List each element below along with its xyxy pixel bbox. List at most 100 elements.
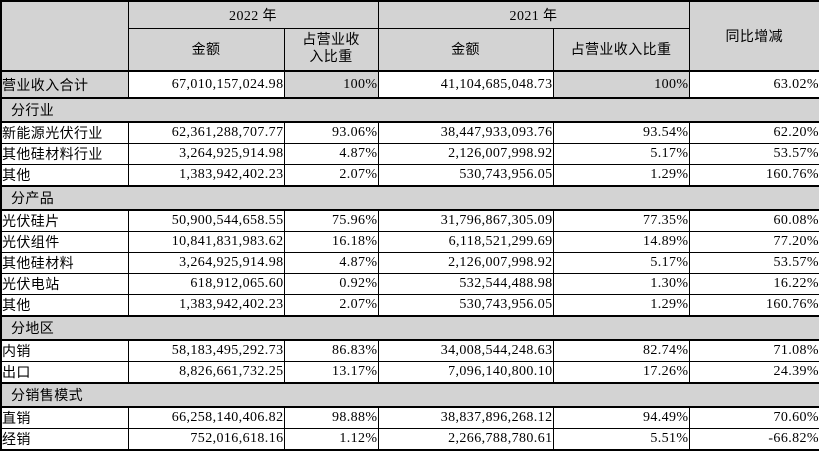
yoy-cell: 60.08%: [688, 209, 819, 232]
pct-2022-cell: 1.12%: [283, 428, 379, 451]
pct-2022-cell: 4.87%: [283, 143, 379, 165]
table-row: 营业收入合计 67,010,157,024.98 100% 41,104,685,04…: [0, 70, 819, 99]
section-label: 分销售模式: [0, 382, 819, 408]
section-label: 分产品: [0, 185, 819, 211]
pct-2021-cell: 77.35%: [552, 209, 690, 232]
amount-2022-cell: 8,826,661,732.25: [127, 361, 285, 384]
amount-2022-cell: 1,383,942,402.23: [127, 294, 285, 317]
row-label-cell: 光伏硅片: [0, 209, 129, 232]
amount-2022-cell: 618,912,065.60: [127, 273, 285, 295]
section-row: 分销售模式: [0, 382, 819, 408]
pct-2021-cell: 82.74%: [552, 339, 690, 362]
yoy-cell: 53.57%: [688, 252, 819, 274]
table-row: 新能源光伏行业 62,361,288,707.77 93.06% 38,447,933…: [0, 121, 819, 144]
row-label-cell: 新能源光伏行业: [0, 121, 129, 144]
yoy-cell: 70.60%: [688, 406, 819, 429]
row-label-cell: 光伏组件: [0, 231, 129, 253]
pct-2022-cell: 2.07%: [283, 164, 379, 187]
yoy-cell: 160.76%: [688, 294, 819, 317]
section-row: 分行业: [0, 97, 819, 123]
amount-2022-cell: 67,010,157,024.98: [127, 70, 285, 99]
row-label-cell: 直销: [0, 406, 129, 429]
table-row: 内销 58,183,495,292.73 86.83% 34,008,544,248.…: [0, 339, 819, 362]
pct-2022-cell: 98.88%: [283, 406, 379, 429]
amount-2022-cell: 62,361,288,707.77: [127, 121, 285, 144]
year-2022-header: 2022 年: [127, 0, 379, 29]
pct-2021-cell: 1.30%: [552, 273, 690, 295]
section-row: 分地区: [0, 315, 819, 341]
header-row-years: 2022 年 2021 年 同比增减: [0, 0, 819, 72]
amount-2021-cell: 41,104,685,048.73: [377, 70, 554, 99]
row-label-cell: 光伏电站: [0, 273, 129, 295]
pct-2021-cell: 5.51%: [552, 428, 690, 451]
pct-2021-cell: 1.29%: [552, 164, 690, 187]
table-row: 直销 66,258,140,406.82 98.88% 38,837,896,268.…: [0, 406, 819, 429]
table-row: 其他 1,383,942,402.23 2.07% 530,743,956.05 1.2…: [0, 294, 819, 317]
amount-2021-cell: 38,447,933,093.76: [377, 121, 554, 144]
table-row: 光伏硅片 50,900,544,658.55 75.96% 31,796,867,30…: [0, 209, 819, 232]
row-label-cell: 其他: [0, 164, 129, 187]
row-label-cell: 经销: [0, 428, 129, 451]
year-2021-header: 2021 年: [377, 0, 690, 29]
pct-2021-cell: 93.54%: [552, 121, 690, 144]
table-row: 光伏组件 10,841,831,983.62 16.18% 6,118,521,299…: [0, 231, 819, 253]
pct-2022-cell: 16.18%: [283, 231, 379, 253]
table-row: 光伏电站 618,912,065.60 0.92% 532,544,488.98 1.3…: [0, 273, 819, 295]
yoy-header: 同比增减: [688, 0, 819, 72]
pct-2021-cell: 5.17%: [552, 143, 690, 165]
pct-2022-cell: 13.17%: [283, 361, 379, 384]
amount-2021-cell: 2,266,788,780.61: [377, 428, 554, 451]
yoy-cell: 160.76%: [688, 164, 819, 187]
pct-2021-header: 占营业收入比重: [552, 27, 690, 72]
pct-2021-cell: 17.26%: [552, 361, 690, 384]
yoy-cell: 16.22%: [688, 273, 819, 295]
yoy-cell: 53.57%: [688, 143, 819, 165]
row-label-cell: 其他硅材料行业: [0, 143, 129, 165]
amount-2022-cell: 1,383,942,402.23: [127, 164, 285, 187]
pct-2021-cell: 1.29%: [552, 294, 690, 317]
section-row: 分产品: [0, 185, 819, 211]
pct-2022-cell: 86.83%: [283, 339, 379, 362]
yoy-cell: 71.08%: [688, 339, 819, 362]
pct-2021-cell: 94.49%: [552, 406, 690, 429]
table-header: 2022 年 2021 年 同比增减 金额 占营业收 入比重 金额 占营业收入比…: [0, 0, 819, 72]
row-label-cell: 出口: [0, 361, 129, 384]
amount-2021-header: 金额: [377, 27, 554, 72]
pct-2022-cell: 0.92%: [283, 273, 379, 295]
amount-2022-cell: 752,016,618.16: [127, 428, 285, 451]
amount-2022-cell: 66,258,140,406.82: [127, 406, 285, 429]
amount-2021-cell: 7,096,140,800.10: [377, 361, 554, 384]
corner-cell: [0, 0, 129, 72]
yoy-cell: 77.20%: [688, 231, 819, 253]
amount-2022-cell: 58,183,495,292.73: [127, 339, 285, 362]
table-row: 其他硅材料 3,264,925,914.98 4.87% 2,126,007,998.…: [0, 252, 819, 274]
amount-2022-cell: 10,841,831,983.62: [127, 231, 285, 253]
pct-2022-cell: 2.07%: [283, 294, 379, 317]
yoy-cell: -66.82%: [688, 428, 819, 451]
row-label-cell: 营业收入合计: [0, 70, 129, 99]
table-row: 其他硅材料行业 3,264,925,914.98 4.87% 2,126,007,99…: [0, 143, 819, 165]
table-row: 其他 1,383,942,402.23 2.07% 530,743,956.05 1.2…: [0, 164, 819, 187]
pct-2022-cell: 75.96%: [283, 209, 379, 232]
header-row-metrics: 金额 占营业收 入比重 金额 占营业收入比重: [1, 27, 819, 72]
yoy-cell: 62.20%: [688, 121, 819, 144]
section-label: 分行业: [0, 97, 819, 123]
section-label: 分地区: [0, 315, 819, 341]
amount-2021-cell: 532,544,488.98: [377, 273, 554, 295]
amount-2021-cell: 31,796,867,305.09: [377, 209, 554, 232]
amount-2021-cell: 38,837,896,268.12: [377, 406, 554, 429]
yoy-cell: 24.39%: [688, 361, 819, 384]
pct-2022-cell: 4.87%: [283, 252, 379, 274]
table-body: 营业收入合计 67,010,157,024.98 100% 41,104,685,04…: [0, 70, 819, 451]
pct-2021-cell: 14.89%: [552, 231, 690, 253]
table-row: 经销 752,016,618.16 1.12% 2,266,788,780.61 5.5…: [0, 428, 819, 451]
pct-2021-cell: 100%: [552, 70, 690, 99]
amount-2022-header: 金额: [127, 27, 285, 72]
amount-2021-cell: 2,126,007,998.92: [377, 143, 554, 165]
row-label-cell: 其他硅材料: [0, 252, 129, 274]
table-row: 出口 8,826,661,732.25 13.17% 7,096,140,800.10…: [0, 361, 819, 384]
pct-2022-header: 占营业收 入比重: [283, 27, 379, 72]
revenue-breakdown-table: 2022 年 2021 年 同比增减 金额 占营业收 入比重 金额 占营业收入比…: [0, 0, 819, 451]
pct-2022-cell: 100%: [283, 70, 379, 99]
pct-2022-cell: 93.06%: [283, 121, 379, 144]
